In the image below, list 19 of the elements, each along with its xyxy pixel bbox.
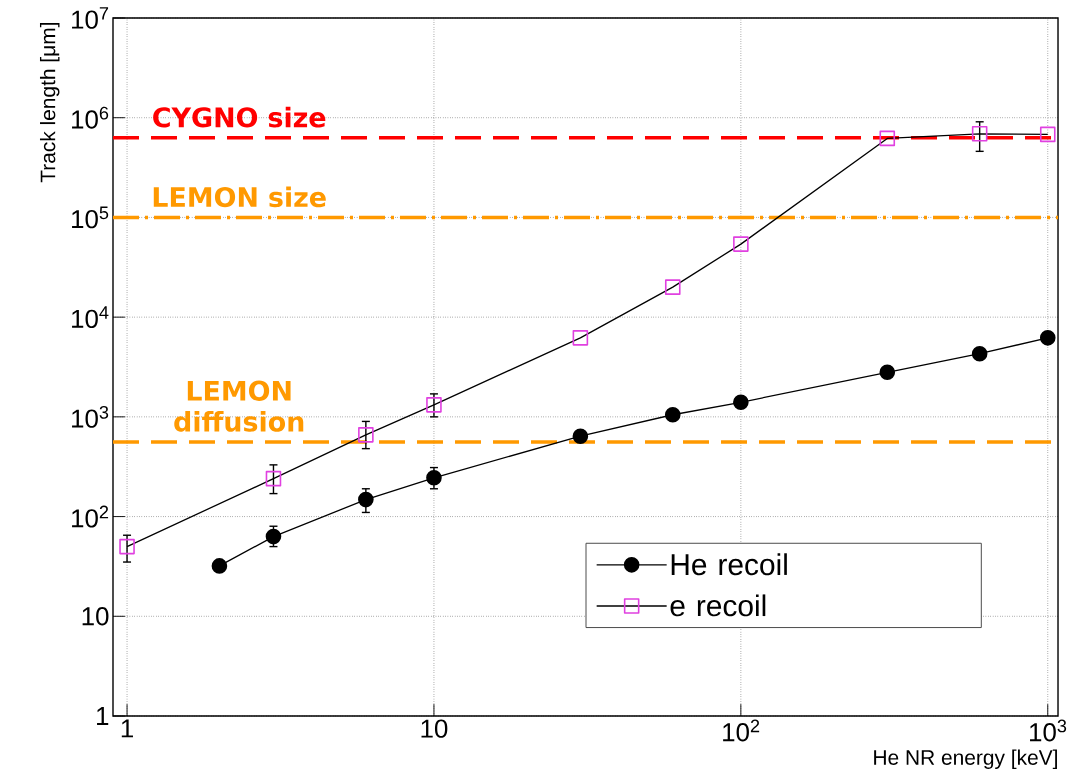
y-tick-label: 10$^{4}$	[72, 306, 109, 328]
x-tick-label: 10$^{2}$	[723, 719, 760, 742]
ref-line-label: CYGNO size	[153, 106, 326, 128]
y-tick-label: 10	[82, 607, 109, 626]
y-tick-label: 10$^{3}$	[72, 405, 109, 428]
ref-line-label: LEMON size	[153, 186, 326, 208]
legend-label: He recoil	[671, 553, 787, 576]
x-tick-label: 10$^{3}$	[1030, 719, 1067, 742]
x-axis-title: He NR energy [keV]	[874, 749, 1057, 770]
y-tick-label: 1	[97, 707, 109, 725]
y-tick-label: 10$^{6}$	[72, 106, 109, 129]
x-tick-label: 10	[421, 719, 448, 738]
x-tick-label: 1	[121, 719, 133, 738]
y-tick-label: 10$^{2}$	[72, 505, 109, 528]
legend-label: e recoil	[670, 594, 766, 617]
y-axis-title: Track length [μm]	[39, 23, 60, 183]
y-tick-label: 10$^{5}$	[72, 206, 109, 229]
y-tick-label: 10$^{7}$	[72, 7, 109, 29]
ref-line-label: LEMON diffusion	[174, 380, 304, 432]
